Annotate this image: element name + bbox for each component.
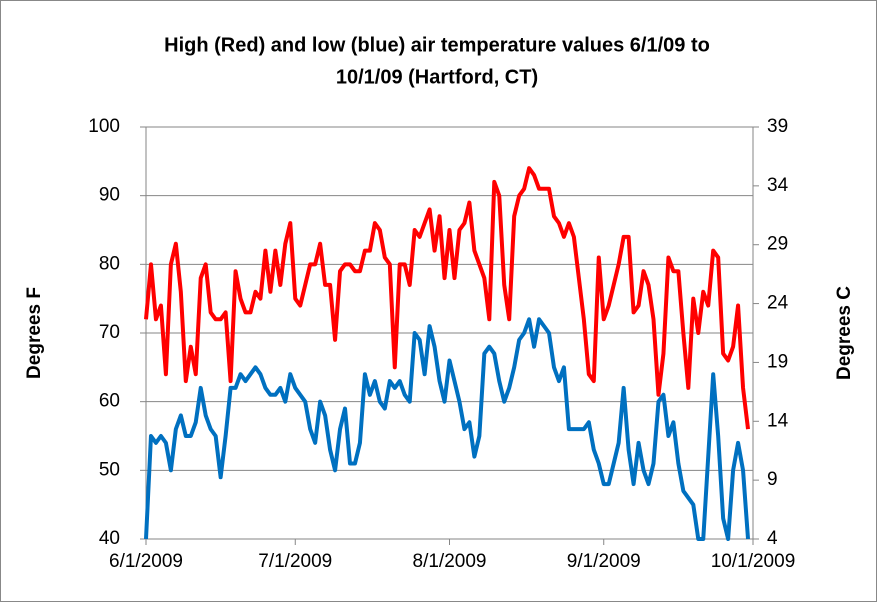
chart-title: High (Red) and low (blue) air temperatur… xyxy=(164,34,710,56)
y-tick-label: 50 xyxy=(99,459,120,480)
data-line xyxy=(144,317,751,541)
chart-title: 10/1/09 (Hartford, CT) xyxy=(336,66,538,88)
y-tick-label: 100 xyxy=(88,116,120,137)
y-tick-label: 60 xyxy=(99,391,120,412)
y2-tick-label: 19 xyxy=(767,351,788,372)
y-tick-label: 80 xyxy=(99,253,120,274)
y-axis-label: Degrees F xyxy=(24,287,45,379)
y-tick-label: 70 xyxy=(99,322,120,343)
data-line xyxy=(144,166,751,430)
x-tick-label: 8/1/2009 xyxy=(413,551,487,572)
y-tick-label: 40 xyxy=(99,528,120,549)
y2-tick-label: 39 xyxy=(767,116,788,137)
y2-tick-label: 24 xyxy=(767,293,789,314)
y2-tick-label: 14 xyxy=(767,410,789,431)
x-tick-label: 10/1/2009 xyxy=(711,551,796,572)
y2-tick-label: 4 xyxy=(767,528,778,549)
y2-tick-label: 29 xyxy=(767,234,788,255)
x-tick-label: 7/1/2009 xyxy=(258,551,332,572)
y2-tick-label: 9 xyxy=(767,469,778,490)
y-tick-label: 90 xyxy=(99,185,120,206)
x-tick-label: 9/1/2009 xyxy=(567,551,641,572)
x-tick-label: 6/1/2009 xyxy=(109,551,183,572)
y2-tick-label: 34 xyxy=(767,175,789,196)
y2-axis-label: Degrees C xyxy=(834,286,855,380)
